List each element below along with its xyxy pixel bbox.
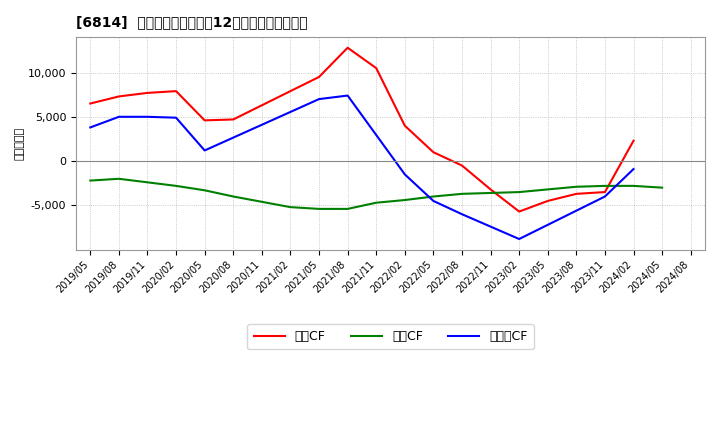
Line: 投資CF: 投資CF — [90, 179, 662, 209]
フリーCF — [86, 125, 94, 130]
フリーCF — [400, 172, 409, 177]
営業CF — [458, 163, 467, 168]
営業CF — [429, 150, 438, 155]
投資CF — [400, 198, 409, 203]
営業CF — [629, 138, 638, 143]
投資CF — [372, 200, 381, 205]
営業CF — [315, 74, 323, 80]
投資CF — [315, 206, 323, 212]
フリーCF — [600, 194, 609, 199]
フリーCF — [486, 224, 495, 229]
フリーCF — [429, 198, 438, 204]
投資CF — [486, 191, 495, 196]
フリーCF — [629, 166, 638, 172]
営業CF — [544, 198, 552, 204]
営業CF — [400, 123, 409, 128]
投資CF — [200, 188, 209, 193]
投資CF — [600, 183, 609, 188]
投資CF — [544, 187, 552, 192]
Line: 営業CF: 営業CF — [90, 48, 634, 212]
フリーCF — [143, 114, 152, 119]
フリーCF — [343, 93, 352, 98]
フリーCF — [315, 96, 323, 102]
投資CF — [658, 185, 667, 190]
投資CF — [429, 194, 438, 199]
投資CF — [515, 190, 523, 195]
営業CF — [600, 190, 609, 195]
フリーCF — [200, 148, 209, 153]
営業CF — [114, 94, 123, 99]
営業CF — [200, 118, 209, 123]
投資CF — [343, 206, 352, 212]
営業CF — [229, 117, 238, 122]
投資CF — [458, 191, 467, 197]
投資CF — [114, 176, 123, 181]
営業CF — [143, 90, 152, 95]
投資CF — [229, 194, 238, 199]
営業CF — [343, 45, 352, 50]
フリーCF — [458, 212, 467, 217]
営業CF — [86, 101, 94, 106]
投資CF — [172, 183, 181, 188]
投資CF — [572, 184, 580, 189]
Y-axis label: （百万円）: （百万円） — [15, 127, 25, 160]
投資CF — [286, 205, 294, 210]
Text: [6814]  キャッシュフローの12か月移動合計の推移: [6814] キャッシュフローの12か月移動合計の推移 — [76, 15, 307, 29]
営業CF — [572, 191, 580, 197]
投資CF — [258, 199, 266, 205]
フリーCF — [515, 236, 523, 242]
営業CF — [172, 88, 181, 94]
フリーCF — [114, 114, 123, 119]
投資CF — [143, 180, 152, 185]
営業CF — [515, 209, 523, 214]
投資CF — [629, 183, 638, 188]
営業CF — [372, 66, 381, 71]
Line: フリーCF: フリーCF — [90, 95, 634, 239]
Legend: 営業CF, 投資CF, フリーCF: 営業CF, 投資CF, フリーCF — [247, 324, 534, 349]
営業CF — [486, 187, 495, 192]
投資CF — [86, 178, 94, 183]
フリーCF — [172, 115, 181, 120]
